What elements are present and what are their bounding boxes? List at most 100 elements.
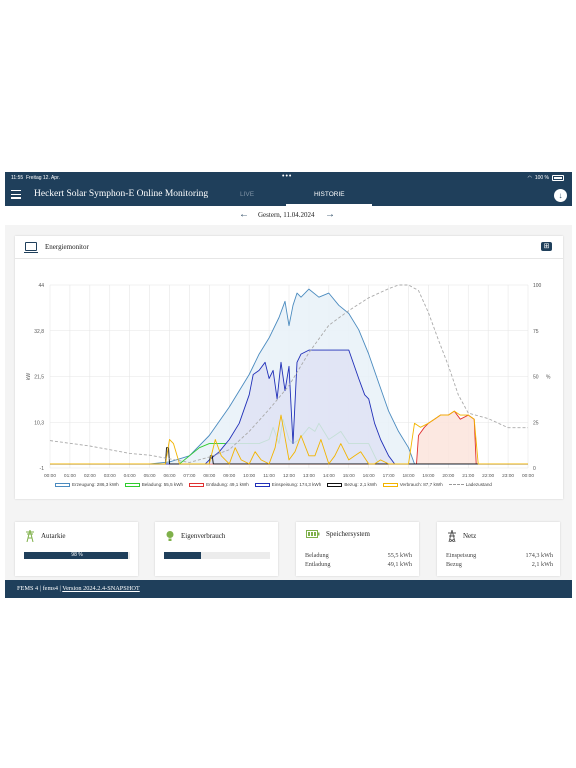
download-icon[interactable]: ↓ (554, 189, 567, 202)
entladung-row: Entladung 49,1 kWh (305, 561, 412, 568)
x-tick-label: 08:00 (203, 473, 215, 479)
autarkie-bar-fill (24, 552, 128, 559)
legend-swatch (448, 484, 464, 485)
app-screen: 11:55 Freitag 12. Apr. ••• ◠ 100 % Hecke… (5, 172, 572, 598)
app-header: Heckert Solar Symphon-E Online Monitorin… (5, 184, 572, 206)
legend-label: Beladung: 55,5 kWh (141, 482, 184, 487)
legend-item[interactable]: Einspeisung: 174,3 kWh (254, 482, 322, 487)
expand-icon[interactable]: ⊞ (541, 242, 552, 251)
x-tick-label: 04:00 (124, 473, 136, 479)
legend-item[interactable]: Verbrauch: 87,7 kWh (382, 482, 443, 487)
x-tick-label: 21:00 (462, 473, 474, 479)
y-left-tick-label: 10,3 (34, 420, 44, 426)
tab-historie[interactable]: HISTORIE (314, 191, 345, 198)
status-time: 11:55 Freitag 12. Apr. (11, 175, 60, 181)
legend-swatch (55, 482, 70, 487)
tile-title: Netz (463, 532, 477, 540)
legend-label: Verbrauch: 87,7 kWh (399, 482, 443, 487)
x-tick-label: 09:00 (223, 473, 235, 479)
legend-label: Ladezustand (465, 482, 492, 487)
y-right-tick-label: 100 (533, 283, 542, 289)
legend-item[interactable]: Entladung: 49,1 kWh (189, 482, 249, 487)
x-tick-label: 20:00 (442, 473, 454, 479)
tower-icon (26, 530, 34, 542)
legend-label: Einspeisung: 174,3 kWh (271, 482, 322, 487)
autarkie-value: 98 % (71, 552, 83, 558)
x-tick-label: 15:00 (343, 473, 355, 479)
x-tick-label: 19:00 (422, 473, 434, 479)
x-tick-label: 12:00 (283, 473, 295, 479)
footer-text: FEMS 4 | fems4 | Version 2024.2.4-SNAPSH… (17, 585, 140, 592)
x-tick-label: 23:00 (502, 473, 514, 479)
legend-swatch (189, 482, 205, 487)
legend-label: Erzeugung: 286,3 kWh (72, 482, 119, 487)
legend-label: Bezug: 2,1 kWh (344, 482, 377, 487)
menu-icon[interactable] (11, 190, 21, 199)
legend-item[interactable]: Ladezustand (448, 482, 492, 487)
arrow-right-icon[interactable]: → (325, 209, 335, 220)
energy-monitor-card: Energiemonitor ⊞ 44 100 32,8 75 21,5 50 10,3 25… (15, 236, 563, 499)
legend-swatch (382, 482, 398, 487)
battery-icon (306, 530, 320, 538)
y-right-tick-label: 25 (533, 420, 539, 426)
series-area-3 (50, 350, 528, 464)
tab-live[interactable]: LIVE (240, 191, 255, 198)
x-tick-label: 16:00 (363, 473, 375, 479)
tile-header: Autarkie (25, 530, 66, 542)
legend-item[interactable]: Erzeugung: 286,3 kWh (55, 482, 119, 487)
series-line-5 (50, 410, 528, 465)
x-tick-label: 14:00 (323, 473, 335, 479)
app-title: Heckert Solar Symphon-E Online Monitorin… (34, 189, 209, 199)
active-tab-indicator (286, 204, 372, 206)
pylon-icon (448, 530, 456, 542)
y-left-tick-label: 44 (38, 283, 44, 289)
eigenverbrauch-tile[interactable]: Eigenverbrauch (155, 522, 278, 576)
x-tick-label: 02:00 (84, 473, 96, 479)
legend-swatch (327, 482, 343, 487)
version-link[interactable]: Version 2024.2.4-SNAPSHOT (62, 585, 140, 592)
arrow-left-icon[interactable]: ← (239, 209, 249, 220)
autarkie-bar: 98 % (24, 552, 130, 559)
y-left-tick-label: -1 (40, 466, 45, 472)
tile-header: Speichersystem (306, 530, 370, 538)
legend-item[interactable]: Beladung: 55,5 kWh (124, 482, 184, 487)
x-tick-label: 17:00 (383, 473, 395, 479)
x-tick-label: 01:00 (64, 473, 76, 479)
einspeisung-row: Einspeisung 174,3 kWh (446, 552, 553, 559)
x-tick-label: 00:00 (522, 473, 534, 479)
monitor-icon (24, 242, 38, 253)
y-left-axis-label: kW (26, 373, 32, 381)
legend-item[interactable]: Bezug: 2,1 kWh (327, 482, 377, 487)
x-tick-label: 10:00 (243, 473, 255, 479)
beladung-row: Beladung 55,5 kWh (305, 552, 412, 559)
multitask-dots[interactable]: ••• (282, 173, 293, 180)
x-tick-label: 05:00 (144, 473, 156, 479)
legend-label: Entladung: 49,1 kWh (206, 482, 249, 487)
y-right-tick-label: 75 (533, 329, 539, 335)
bezug-row: Bezug 2,1 kWh (446, 561, 553, 568)
tile-title: Speichersystem (326, 530, 370, 538)
status-right: ◠ 100 % (527, 175, 564, 181)
legend-swatch (124, 482, 140, 487)
series-line-3 (50, 349, 528, 465)
autarkie-tile[interactable]: Autarkie 98 % (15, 522, 138, 576)
tile-title: Eigenverbrauch (181, 532, 226, 540)
netz-tile[interactable]: Netz Einspeisung 174,3 kWh Bezug 2,1 kWh (437, 522, 560, 576)
date-label[interactable]: Gestern, 11.04.2024 (258, 211, 315, 219)
eigenverbrauch-bar (164, 552, 270, 559)
bulb-icon (166, 531, 174, 541)
x-tick-label: 13:00 (303, 473, 315, 479)
series-line-6 (49, 284, 528, 463)
speichersystem-tile[interactable]: Speichersystem Beladung 55,5 kWh Entladun… (296, 522, 419, 576)
y-right-tick-label: 0 (533, 466, 536, 472)
y-left-tick-label: 21,5 (34, 375, 44, 381)
footer: FEMS 4 | fems4 | Version 2024.2.4-SNAPSH… (5, 580, 572, 598)
x-tick-label: 11:00 (263, 473, 275, 479)
y-right-tick-label: 50 (533, 375, 539, 381)
x-tick-label: 06:00 (163, 473, 175, 479)
x-tick-label: 18:00 (402, 473, 414, 479)
date-navigation: ← Gestern, 11.04.2024 → (5, 206, 572, 225)
y-right-axis-label: % (546, 375, 551, 381)
tile-title: Autarkie (41, 532, 66, 540)
